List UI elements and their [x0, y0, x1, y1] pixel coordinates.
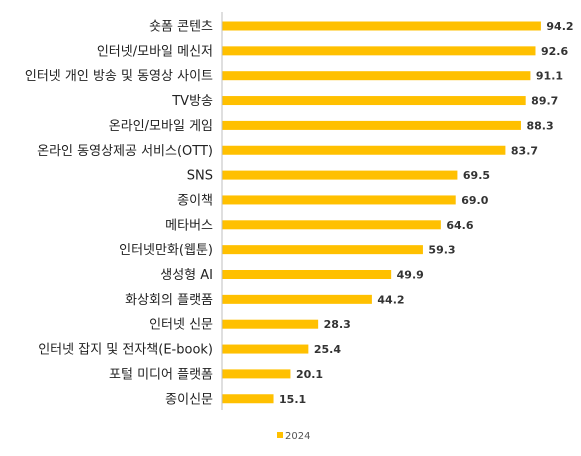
category-label: TV방송 — [171, 94, 213, 109]
bar — [222, 344, 309, 354]
category-label: 메타버스 — [165, 218, 213, 233]
bar — [222, 46, 536, 56]
category-label: 화상회의 플랫폼 — [125, 293, 213, 308]
data-label: 94.2 — [546, 20, 573, 33]
data-label: 20.1 — [296, 368, 323, 381]
bar — [222, 394, 274, 404]
bar — [222, 245, 423, 255]
category-label: 인터넷만화(웹툰) — [119, 243, 213, 258]
bar — [222, 21, 541, 31]
bar — [222, 319, 319, 329]
legend-swatch-2024 — [277, 432, 283, 438]
legend-label-2024: 2024 — [285, 431, 310, 442]
category-label: 종이책 — [177, 193, 213, 208]
category-label: SNS — [187, 169, 213, 184]
bar — [222, 71, 531, 81]
legend: 2024 — [277, 431, 310, 442]
data-label: 83.7 — [511, 144, 538, 157]
data-label: 89.7 — [531, 95, 558, 108]
data-label: 44.2 — [377, 293, 404, 306]
data-label: 91.1 — [536, 70, 563, 83]
data-label: 59.3 — [428, 244, 455, 257]
bars-group: 숏폼 콘텐츠 94.2 인터넷/모바일 메신저 92.6 인터넷 개인 방송 및 동영상… — [25, 20, 574, 408]
category-label: 종이신문 — [165, 392, 213, 407]
data-label: 15.1 — [279, 393, 306, 406]
data-label: 69.0 — [461, 194, 488, 207]
category-label: 숏폼 콘텐츠 — [149, 20, 213, 35]
category-label: 인터넷/모바일 메신저 — [97, 44, 213, 59]
category-label: 포털 미디어 플랫폼 — [109, 367, 213, 382]
data-label: 25.4 — [314, 343, 341, 356]
bar — [222, 170, 458, 180]
data-label: 49.9 — [397, 269, 424, 282]
category-label: 인터넷 개인 방송 및 동영상 사이트 — [25, 69, 213, 84]
bar — [222, 220, 441, 230]
bar — [222, 270, 392, 279]
data-label: 88.3 — [526, 119, 553, 132]
bar — [222, 145, 506, 155]
data-label: 92.6 — [541, 45, 568, 58]
bar — [222, 120, 521, 130]
category-label: 온라인/모바일 게임 — [109, 119, 213, 134]
data-label: 69.5 — [463, 169, 490, 182]
category-label: 생성형 AI — [160, 268, 213, 283]
data-label: 28.3 — [324, 318, 351, 331]
category-label: 온라인 동영상제공 서비스(OTT) — [37, 144, 213, 159]
bar — [222, 369, 291, 379]
data-label: 64.6 — [446, 219, 473, 232]
bar — [222, 294, 372, 304]
category-label: 인터넷 잡지 및 전자책(E-book) — [38, 343, 213, 358]
bar — [222, 96, 526, 106]
category-label: 인터넷 신문 — [149, 318, 213, 333]
bar — [222, 195, 456, 205]
